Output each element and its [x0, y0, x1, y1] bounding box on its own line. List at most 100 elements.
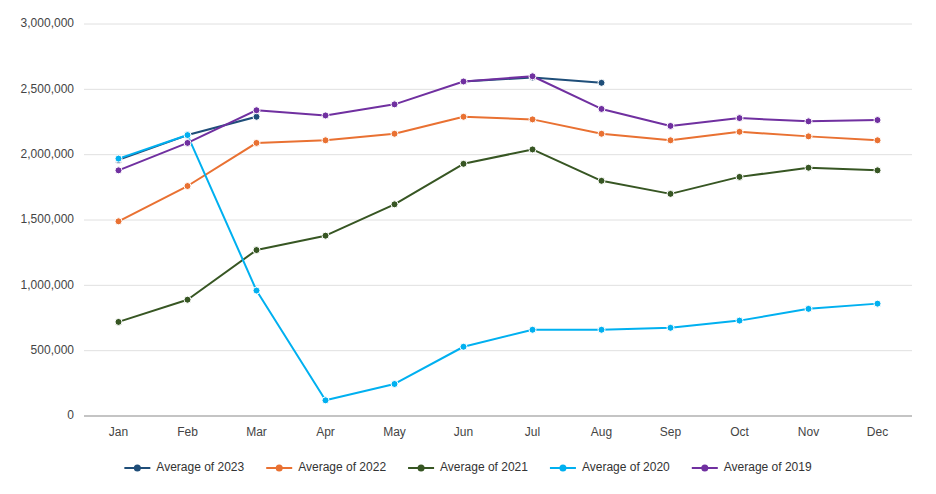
x-tick-label: Jul	[525, 425, 540, 439]
point	[115, 218, 122, 225]
legend-item: Average of 2023	[124, 460, 244, 474]
x-tick-label: Sep	[660, 425, 682, 439]
x-tick-label: Mar	[246, 425, 267, 439]
grid-line	[84, 89, 912, 90]
x-tick-label: Apr	[316, 425, 335, 439]
legend-label: Average of 2020	[582, 460, 670, 474]
point	[805, 133, 812, 140]
legend-marker	[418, 465, 425, 472]
point	[598, 130, 605, 137]
y-tick-label: 2,500,000	[21, 82, 75, 96]
legend: Average of 2023 Average of 2022 Average of…	[124, 460, 812, 474]
legend-item: Average of 2022	[266, 460, 386, 474]
x-tick-label: Jan	[109, 425, 128, 439]
x-tick-label: Jun	[454, 425, 473, 439]
point	[805, 118, 812, 125]
point	[598, 326, 605, 333]
y-tick-label: 2,000,000	[21, 147, 75, 161]
legend-item: Average of 2020	[550, 460, 670, 474]
point	[805, 164, 812, 171]
y-tick-label: 1,000,000	[21, 278, 75, 292]
series	[115, 113, 881, 225]
point	[598, 105, 605, 112]
series	[115, 73, 881, 174]
grid-line	[84, 416, 912, 417]
series	[115, 132, 881, 404]
point	[322, 397, 329, 404]
grid-line	[84, 220, 912, 221]
point	[460, 343, 467, 350]
legend-item: Average of 2019	[692, 460, 812, 474]
point	[667, 190, 674, 197]
point	[253, 113, 260, 120]
point	[736, 173, 743, 180]
point	[598, 177, 605, 184]
point	[460, 78, 467, 85]
point	[529, 146, 536, 153]
point	[253, 247, 260, 254]
x-tick-label: Feb	[177, 425, 198, 439]
point	[529, 73, 536, 80]
point	[529, 116, 536, 123]
point	[598, 79, 605, 86]
point	[391, 201, 398, 208]
y-tick-label: 0	[67, 408, 74, 422]
point	[736, 128, 743, 135]
point	[736, 317, 743, 324]
y-axis: 0 500,000 1,000,000 1,500,000 2,000,000 2,500…	[21, 16, 912, 422]
point	[460, 78, 467, 85]
legend-item: Average of 2021	[408, 460, 528, 474]
point	[874, 137, 881, 144]
x-tick-label: Oct	[730, 425, 749, 439]
x-axis: JanFebMarAprMayJunJulAugSepOctNovDec	[109, 425, 888, 439]
point	[460, 160, 467, 167]
point	[322, 232, 329, 239]
point	[391, 130, 398, 137]
point	[805, 305, 812, 312]
point	[184, 132, 191, 139]
point	[874, 300, 881, 307]
grid-line	[84, 350, 912, 351]
legend-label: Average of 2021	[440, 460, 528, 474]
point	[115, 155, 122, 162]
grid-line	[84, 154, 912, 155]
legend-marker	[134, 465, 141, 472]
line	[119, 135, 878, 400]
point	[253, 107, 260, 114]
x-axis-line	[84, 416, 912, 417]
line	[119, 117, 878, 222]
plot-area	[115, 73, 881, 404]
point	[184, 139, 191, 146]
point	[184, 183, 191, 190]
point	[667, 122, 674, 129]
y-tick-label: 3,000,000	[21, 16, 75, 30]
y-tick-label: 1,500,000	[21, 212, 75, 226]
point	[322, 137, 329, 144]
point	[667, 324, 674, 331]
point	[184, 132, 191, 139]
x-tick-label: Nov	[798, 425, 819, 439]
legend-label: Average of 2022	[298, 460, 386, 474]
legend-label: Average of 2023	[156, 460, 244, 474]
point	[115, 167, 122, 174]
series	[115, 146, 881, 325]
line	[119, 76, 878, 170]
point	[253, 139, 260, 146]
x-tick-label: Dec	[867, 425, 888, 439]
point	[736, 115, 743, 122]
series	[115, 74, 605, 163]
legend-marker	[276, 465, 283, 472]
point	[184, 296, 191, 303]
point	[391, 101, 398, 108]
point	[391, 380, 398, 387]
point	[667, 137, 674, 144]
point	[115, 318, 122, 325]
point	[253, 287, 260, 294]
y-tick-label: 500,000	[31, 343, 75, 357]
chart: 0 500,000 1,000,000 1,500,000 2,000,000 2,500…	[0, 0, 936, 494]
point	[322, 112, 329, 119]
legend-marker	[701, 465, 708, 472]
point	[529, 326, 536, 333]
grid-line	[84, 24, 912, 25]
line	[119, 78, 602, 160]
